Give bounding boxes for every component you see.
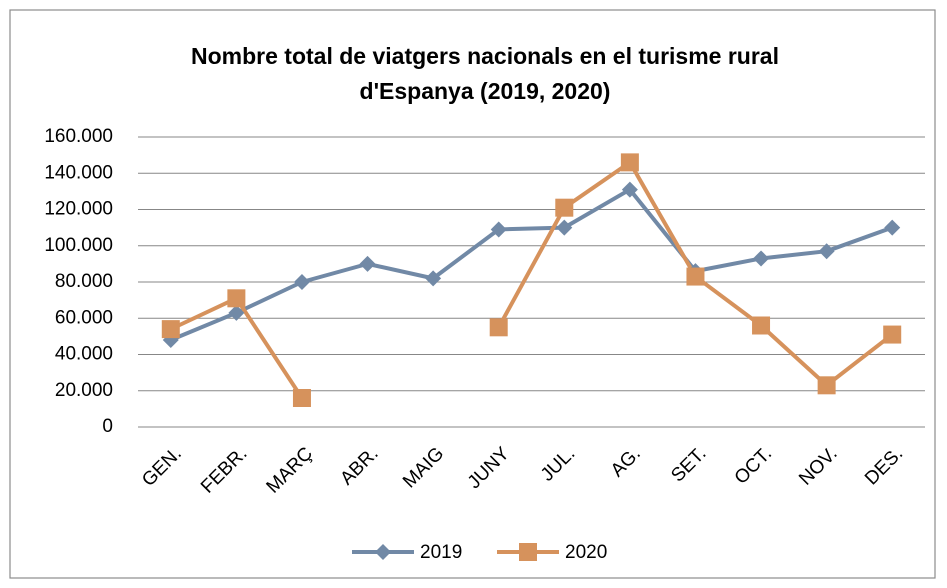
marker bbox=[425, 270, 442, 287]
chart-border bbox=[9, 9, 936, 579]
marker bbox=[620, 153, 639, 172]
marker bbox=[818, 243, 835, 260]
marker bbox=[753, 250, 770, 267]
y-tick-label: 0 bbox=[102, 416, 113, 437]
marker bbox=[556, 219, 573, 236]
y-tick-label: 80.000 bbox=[55, 271, 113, 292]
y-tick-label: 120.000 bbox=[44, 199, 113, 220]
marker bbox=[884, 219, 901, 236]
marker bbox=[752, 316, 771, 335]
y-tick-label: 40.000 bbox=[55, 344, 113, 365]
marker bbox=[375, 544, 391, 560]
marker bbox=[227, 289, 246, 308]
y-tick-label: 60.000 bbox=[55, 307, 113, 328]
marker bbox=[292, 389, 311, 407]
series-line bbox=[170, 187, 893, 342]
legend-label: 2019 bbox=[420, 542, 462, 563]
marker bbox=[161, 320, 180, 339]
marker bbox=[519, 543, 537, 561]
chart-title: d'Espanya (2019, 2020) bbox=[360, 78, 611, 104]
y-tick-label: 160.000 bbox=[44, 126, 113, 147]
y-tick-label: 100.000 bbox=[44, 235, 113, 256]
marker bbox=[490, 221, 507, 238]
chart-title: Nombre total de viatgers nacionals en el… bbox=[191, 43, 779, 69]
marker bbox=[621, 181, 638, 198]
marker bbox=[359, 255, 376, 272]
legend-label: 2020 bbox=[565, 542, 607, 563]
marker bbox=[817, 376, 836, 395]
y-tick-label: 20.000 bbox=[55, 380, 113, 401]
marker bbox=[489, 318, 508, 337]
marker bbox=[228, 304, 245, 321]
marker bbox=[555, 198, 574, 217]
marker bbox=[883, 325, 902, 344]
marker bbox=[293, 274, 310, 290]
marker bbox=[686, 267, 705, 286]
y-tick-label: 140.000 bbox=[44, 162, 113, 183]
